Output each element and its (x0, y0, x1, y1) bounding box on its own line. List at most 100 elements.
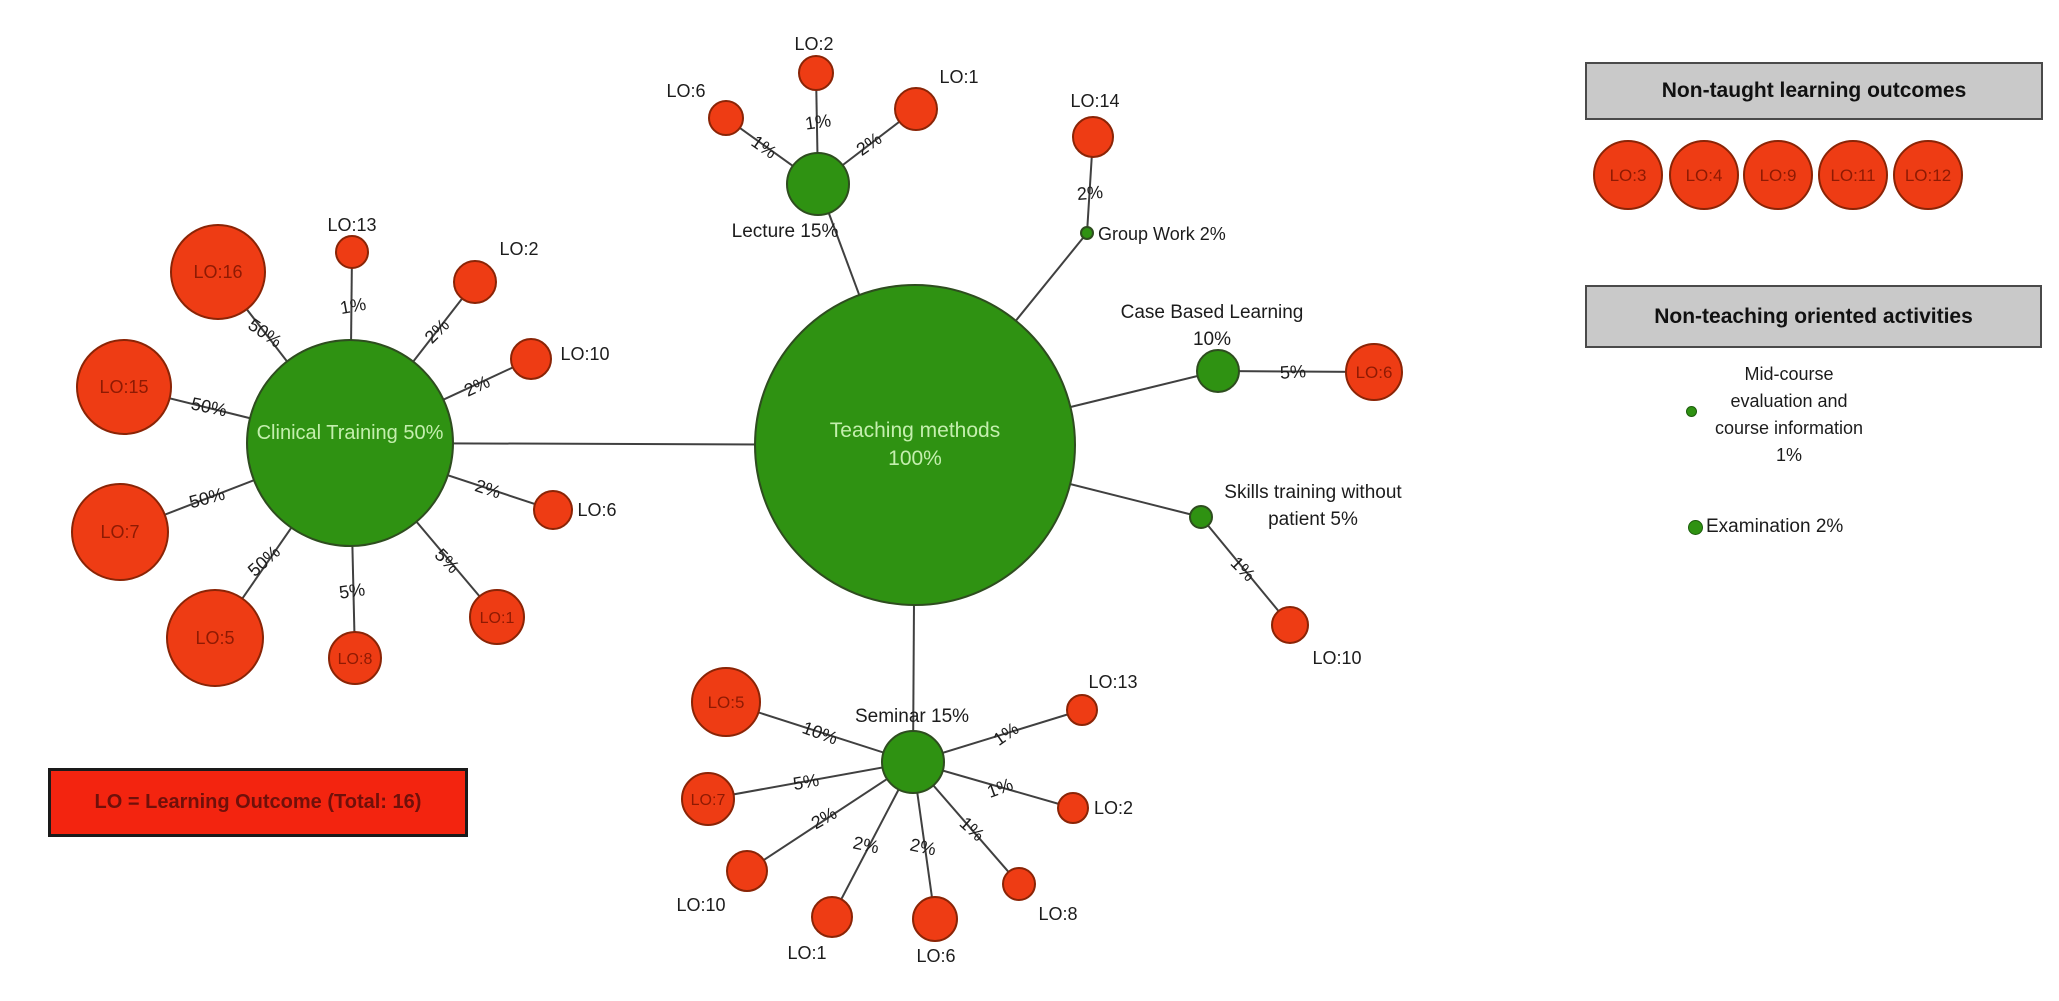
node-ct-lo5-label: LO:5 (195, 628, 234, 648)
node-seminar-label: Seminar 15% (855, 706, 969, 727)
node-teaching-methods-label: 100% (888, 447, 942, 470)
panel-non-taught-title: Non-taught learning outcomes (1585, 62, 2043, 120)
node-sem-lo5 (691, 667, 761, 737)
examination-item: Examination 2% (1688, 516, 1843, 538)
node-case-based-learning-label: Case Based Learning (1121, 302, 1304, 323)
edge-sem-lo6-label: 2% (908, 835, 938, 860)
edge-sem-lo10 (746, 761, 914, 872)
node-group-work-label: Group Work 2% (1098, 224, 1226, 244)
node-lec-lo2 (798, 55, 834, 91)
node-ct-lo8 (328, 631, 382, 685)
node-skills-training (1189, 505, 1213, 529)
node-lo14 (1072, 116, 1114, 158)
node-ct-lo2 (453, 260, 497, 304)
node-ct-lo10 (510, 338, 552, 380)
node-ct-lo1-label: LO:1 (480, 610, 515, 627)
node-nt-lo3-label: LO:3 (1610, 166, 1647, 185)
node-lec-lo1-label: LO:1 (939, 67, 978, 87)
legend-text: LO = Learning Outcome (Total: 16) (94, 791, 422, 813)
edge-casebased-lo6-label: 5% (1279, 361, 1306, 383)
edge-ct-lo10-label: 2% (461, 371, 493, 400)
node-nt-lo11-label: LO:11 (1830, 166, 1875, 185)
node-ct-lo1 (469, 589, 525, 645)
node-lec-lo1 (894, 87, 938, 131)
node-sem-lo6 (912, 896, 958, 942)
node-nt-lo4 (1669, 140, 1739, 210)
node-ct-lo7 (71, 483, 169, 581)
examination-dot-icon (1688, 519, 1703, 535)
node-skills-training-label: Skills training without (1224, 482, 1402, 503)
node-nt-lo9-label: LO:9 (1760, 166, 1797, 185)
node-sem-lo8 (1002, 867, 1036, 901)
node-teaching-methods-label: Teaching methods (830, 419, 1000, 442)
node-ct-lo13-label: LO:13 (327, 215, 376, 235)
node-ct-lo7-label: LO:7 (100, 522, 139, 542)
mid-course-line: evaluation and (1730, 391, 1848, 411)
node-ct-lo8-label: LO:8 (338, 651, 373, 668)
mid-course-line: Mid-course (1744, 364, 1834, 384)
edge-ct-lo6-label: 2% (473, 475, 504, 502)
node-sem-lo7-label: LO:7 (691, 792, 726, 809)
node-case-based-learning (1196, 349, 1240, 393)
node-sem-lo2 (1057, 792, 1089, 824)
node-lo14-label: LO:14 (1070, 91, 1119, 111)
legend-box: LO = Learning Outcome (Total: 16) (48, 768, 468, 837)
node-ct-lo5 (166, 589, 264, 687)
edge-sem-lo7-label: 5% (791, 770, 820, 794)
edge-lec-lo2-label: 1% (804, 110, 833, 133)
node-lec-lo6 (708, 100, 744, 136)
node-nt-lo3 (1593, 140, 1663, 210)
node-ct-lo6 (533, 490, 573, 530)
edge-skills-lo10 (1200, 516, 1291, 626)
node-skills-training-label: patient 5% (1268, 509, 1358, 530)
edge-ct-lo8-label: 5% (338, 579, 367, 602)
node-nt-lo4-label: LO:4 (1686, 166, 1723, 185)
edge-ct-lo2-label: 2% (421, 315, 454, 348)
edge-ct-lo13-label: 1% (338, 294, 367, 318)
node-sem-lo6-label: LO:6 (916, 946, 955, 966)
node-ct-lo15 (76, 339, 172, 435)
node-ct-lo6-label: LO:6 (577, 500, 616, 520)
mid-course-line: course information (1714, 418, 1864, 438)
edge-sem-lo2-label: 1% (984, 774, 1015, 802)
node-ct-lo10-label: LO:10 (560, 344, 609, 364)
edge-ct-lo16-label: 50% (245, 314, 286, 351)
node-sem-lo5-label: LO:5 (708, 693, 745, 712)
edge-ct-lo15-label: 50% (189, 393, 228, 420)
node-teaching-methods (754, 284, 1076, 606)
edge-sem-lo5-label: 10% (800, 717, 841, 748)
node-sem-lo10-label: LO:10 (676, 895, 725, 915)
node-nt-lo12 (1893, 140, 1963, 210)
panel-non-teaching-title: Non-teaching oriented activities (1585, 285, 2042, 348)
node-nt-lo12-label: LO:12 (1905, 166, 1951, 185)
node-sem-lo10 (726, 850, 768, 892)
node-sem-lo13 (1066, 694, 1098, 726)
node-clinical-training (246, 339, 454, 547)
mid-course-dot-icon (1686, 406, 1697, 417)
node-ct-lo15-label: LO:15 (99, 377, 148, 397)
node-sem-lo13-label: LO:13 (1088, 672, 1137, 692)
node-lecture (786, 152, 850, 216)
node-lec-lo6-label: LO:6 (666, 81, 705, 101)
node-cbl-lo6 (1345, 343, 1403, 401)
node-sem-lo8-label: LO:8 (1038, 904, 1077, 924)
node-ct-lo16-label: LO:16 (193, 262, 242, 282)
node-sem-lo1 (811, 896, 853, 938)
node-ct-lo16 (170, 224, 266, 320)
node-sem-lo1-label: LO:1 (787, 943, 826, 963)
node-cbl-lo6-label: LO:6 (1356, 363, 1393, 382)
node-clinical-training-label: Clinical Training 50% (257, 422, 444, 444)
edge-ct-lo7-label: 50% (187, 484, 227, 513)
edge-sem-lo13-label: 1% (990, 718, 1023, 749)
edge-sem-lo7 (707, 761, 914, 800)
node-skills-lo10-label: LO:10 (1312, 648, 1361, 668)
node-ct-lo2-label: LO:2 (499, 239, 538, 259)
node-nt-lo11 (1818, 140, 1888, 210)
node-skills-lo10 (1271, 606, 1309, 644)
node-lec-lo2-label: LO:2 (794, 34, 833, 54)
edge-lo14-groupwork-label: 2% (1076, 182, 1104, 204)
node-lecture-label: Lecture 15% (732, 221, 839, 242)
examination-label: Examination 2% (1706, 516, 1844, 537)
